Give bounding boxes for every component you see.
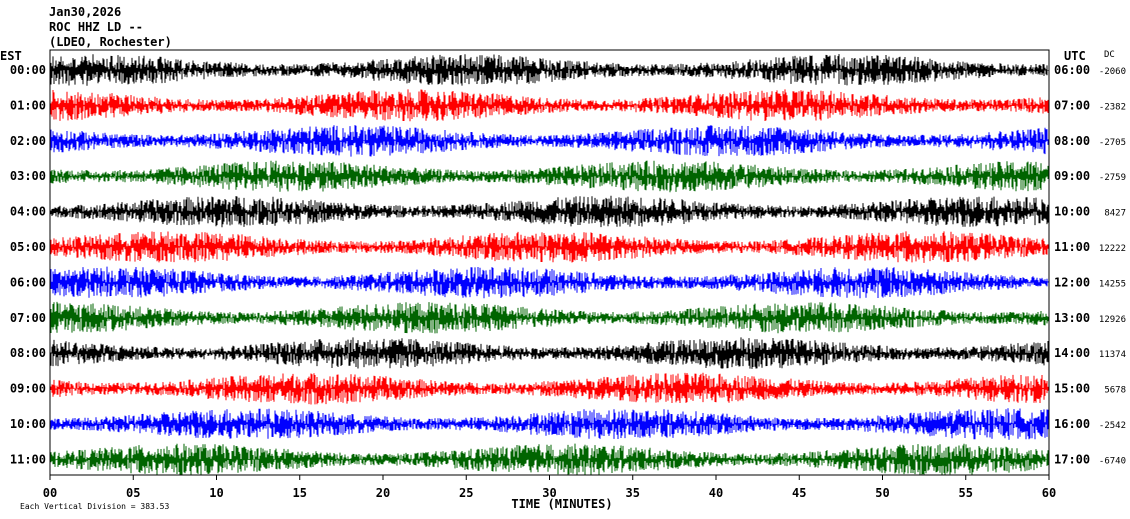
x-tick-label-50: 50 [875, 486, 889, 500]
x-tick-label-60: 60 [1042, 486, 1056, 500]
est-hour-label: 01:00 [10, 98, 46, 112]
utc-hour-label: 16:00 [1054, 417, 1090, 431]
vertical-division-footer: Each Vertical Division = 383.53 [20, 502, 169, 511]
utc-hour-label: 06:00 [1054, 63, 1090, 77]
x-tick-label-40: 40 [709, 486, 723, 500]
dc-header-label: DC [1104, 50, 1115, 60]
x-tick-label-00: 00 [43, 486, 57, 500]
est-hour-label: 08:00 [10, 346, 46, 360]
row-labels: 00:00 06:00 -2060 01:00 07:00 -2382 02:00 08:00… [10, 63, 1126, 466]
x-tick-label-35: 35 [626, 486, 640, 500]
x-tick-label-25: 25 [459, 486, 473, 500]
est-hour-label: 02:00 [10, 134, 46, 148]
dc-offset-label: -2382 [1099, 102, 1126, 112]
dc-offset-label: 14255 [1099, 279, 1126, 289]
utc-hour-label: 15:00 [1054, 382, 1090, 396]
dc-offset-label: -2759 [1099, 173, 1126, 183]
est-hour-label: 00:00 [10, 63, 46, 77]
left-timezone-label: EST [0, 49, 22, 63]
est-hour-label: 07:00 [10, 311, 46, 325]
utc-hour-label: 09:00 [1054, 169, 1090, 183]
chart-date: Jan30,2026 [49, 5, 121, 19]
utc-hour-label: 13:00 [1054, 311, 1090, 325]
dc-offset-label: -2542 [1099, 421, 1126, 431]
trace-layer [49, 54, 1050, 476]
dc-offset-label: 12222 [1099, 244, 1126, 254]
station-location: (LDEO, Rochester) [49, 35, 172, 49]
utc-hour-label: 11:00 [1054, 240, 1090, 254]
utc-hour-label: 08:00 [1054, 134, 1090, 148]
dc-offset-label: -2705 [1099, 138, 1126, 148]
x-tick-label-15: 15 [293, 486, 307, 500]
est-hour-label: 11:00 [10, 452, 46, 466]
dc-offset-label: 12926 [1099, 315, 1126, 325]
x-tick-label-05: 05 [126, 486, 140, 500]
x-tick-label-10: 10 [209, 486, 223, 500]
x-tick-label-20: 20 [376, 486, 390, 500]
x-tick-label-55: 55 [959, 486, 973, 500]
est-hour-label: 10:00 [10, 417, 46, 431]
dc-offset-label: -2060 [1099, 67, 1126, 77]
right-timezone-label: UTC [1064, 49, 1086, 63]
dc-offset-label: 11374 [1099, 350, 1126, 360]
est-hour-label: 04:00 [10, 205, 46, 219]
dc-offset-label: 8427 [1104, 209, 1126, 219]
x-axis-title: TIME (MINUTES) [511, 497, 612, 511]
utc-hour-label: 07:00 [1054, 98, 1090, 112]
est-hour-label: 05:00 [10, 240, 46, 254]
x-tick-label-30: 30 [542, 486, 556, 500]
dc-offset-label: 5678 [1104, 386, 1126, 396]
dc-offset-label: -6740 [1099, 456, 1126, 466]
est-hour-label: 06:00 [10, 275, 46, 289]
utc-hour-label: 17:00 [1054, 452, 1090, 466]
utc-hour-label: 14:00 [1054, 346, 1090, 360]
est-hour-label: 03:00 [10, 169, 46, 183]
est-hour-label: 09:00 [10, 382, 46, 396]
station-code: ROC HHZ LD -- [49, 20, 143, 34]
x-tick-label-45: 45 [792, 486, 806, 500]
x-axis-ticks: 00 05 10 15 20 25 30 35 40 45 50 55 60 [43, 475, 1056, 500]
utc-hour-label: 10:00 [1054, 205, 1090, 219]
utc-hour-label: 12:00 [1054, 275, 1090, 289]
